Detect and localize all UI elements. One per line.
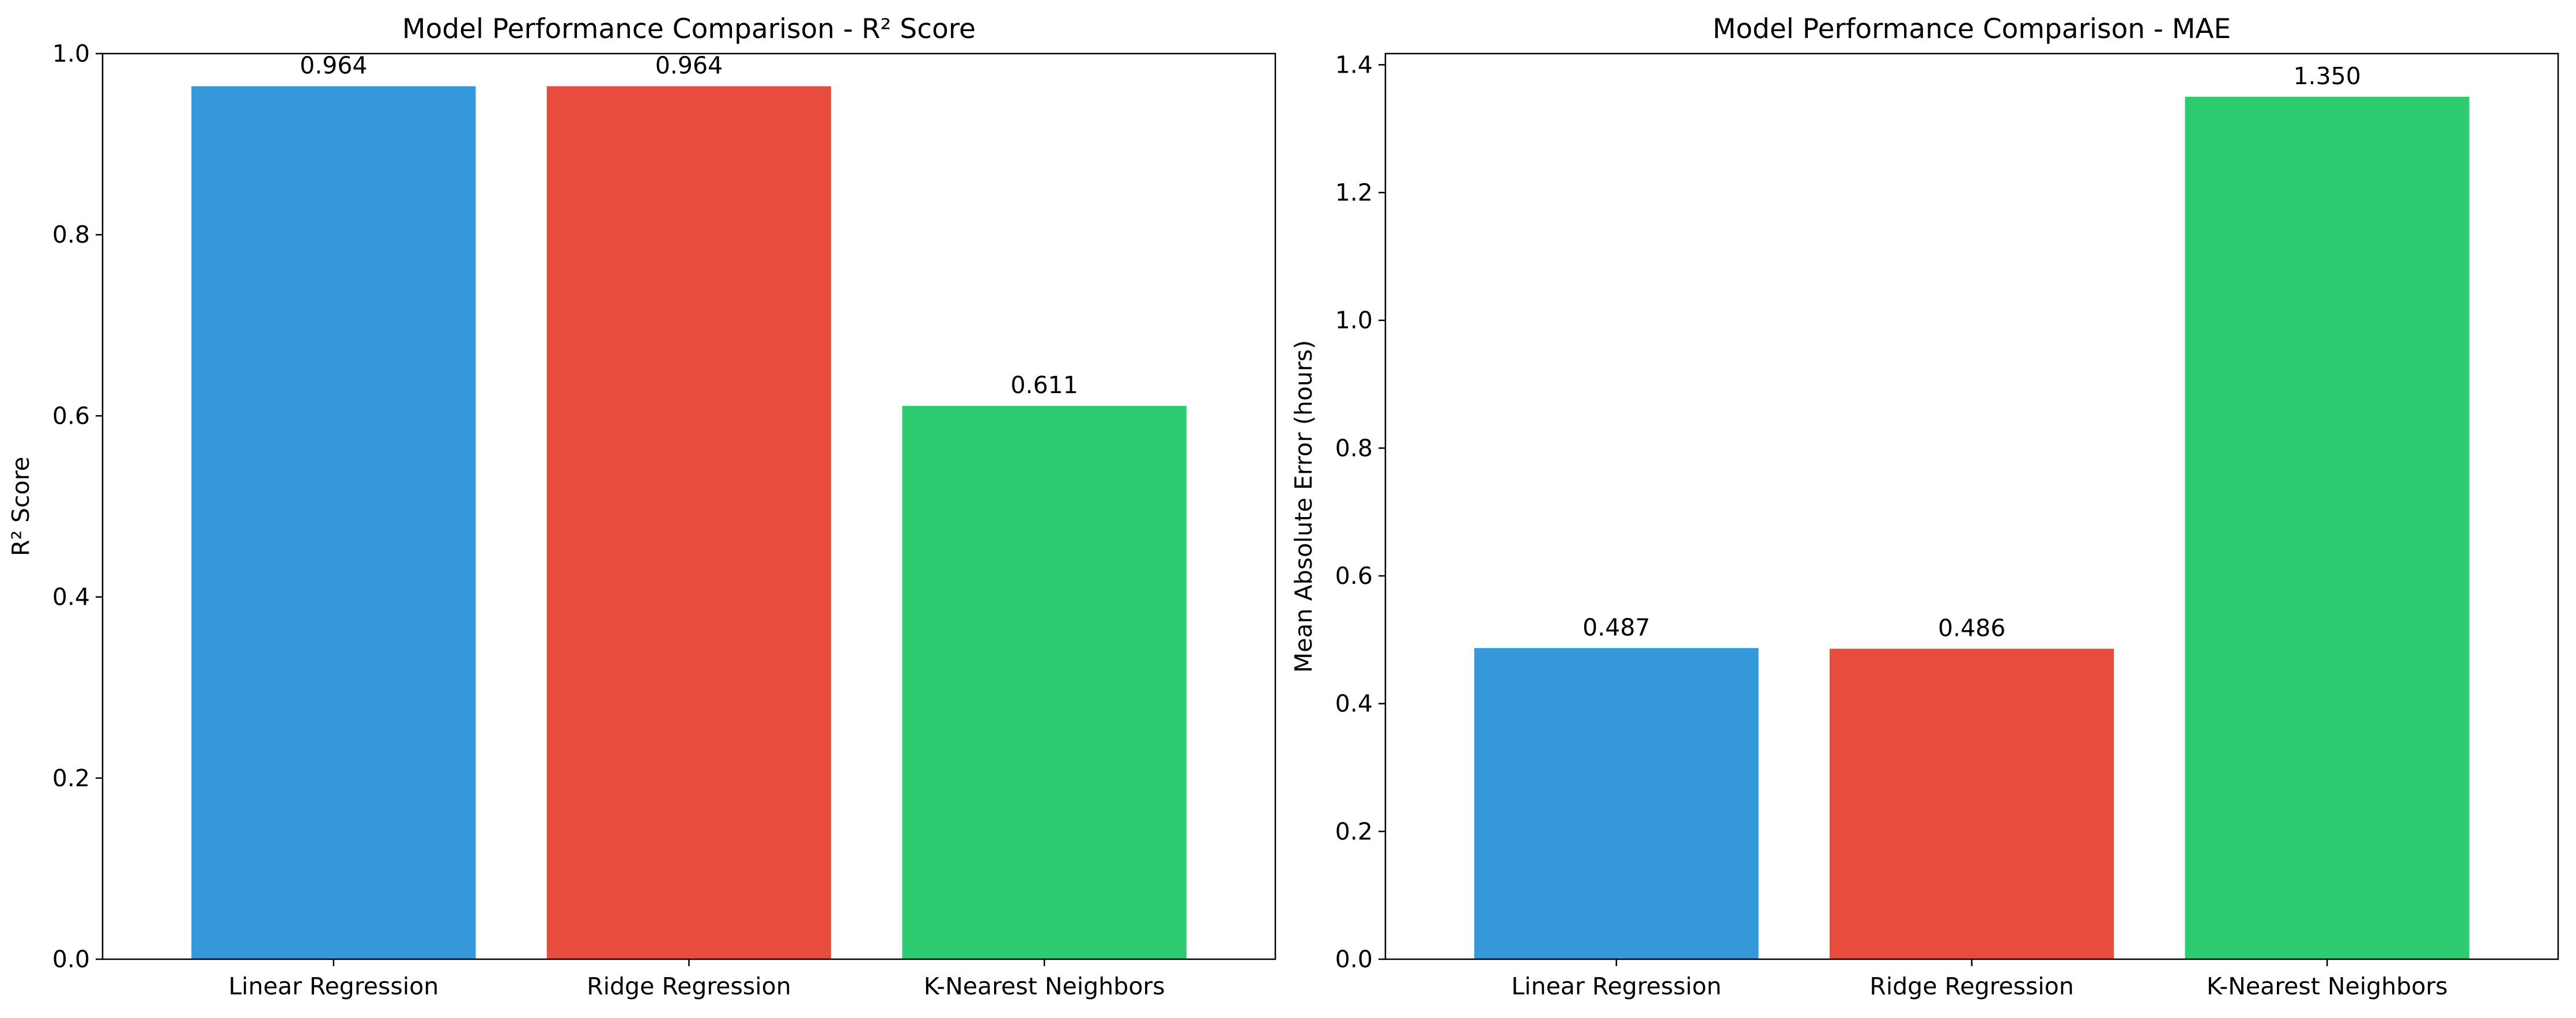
- mae-bar-3: [2185, 96, 2469, 959]
- mae-chart-title: Model Performance Comparison - MAE: [1713, 13, 2231, 45]
- mae-bar-1: [1474, 648, 1759, 959]
- mae-y-axis-label: Mean Absolute Error (hours): [1290, 340, 1317, 673]
- r2-y-tick-label: 0.6: [52, 402, 90, 429]
- mae-y-tick-label: 1.0: [1335, 307, 1373, 334]
- r2-x-tick-label: Ridge Regression: [587, 972, 791, 1000]
- mae-y-tick-label: 1.2: [1335, 179, 1373, 206]
- r2-y-tick-label: 0.4: [52, 583, 90, 611]
- r2-y-tick-label: 0.0: [52, 945, 90, 973]
- mae-x-tick-label: Ridge Regression: [1869, 972, 2073, 1000]
- mae-x-tick-label: Linear Regression: [1511, 972, 1721, 1000]
- mae-bar-2: [1829, 648, 2114, 959]
- mae-y-tick-label: 0.8: [1335, 434, 1373, 462]
- r2-bar-1: [191, 86, 476, 959]
- mae-y-tick-label: 0.0: [1335, 945, 1373, 973]
- r2-x-tick-label: K-Nearest Neighbors: [924, 972, 1165, 1000]
- r2-y-axis-label: R² Score: [7, 457, 35, 556]
- mae-plot-frame: [1384, 52, 2559, 960]
- r2-bar-value-label: 0.611: [1010, 371, 1078, 399]
- mae-bar-value-label: 0.487: [1582, 613, 1650, 641]
- mae-bar-value-label: 0.486: [1938, 614, 2005, 642]
- mae-chart: Model Performance Comparison - MAE Mean A…: [1290, 13, 2559, 1000]
- mae-x-tick-label: K-Nearest Neighbors: [2207, 972, 2448, 1000]
- r2-score-chart: Model Performance Comparison - R² Score R…: [7, 13, 1276, 1000]
- r2-bar-3: [902, 406, 1187, 959]
- mae-y-tick-label: 0.2: [1335, 817, 1373, 845]
- mae-bar-value-label: 1.350: [2293, 62, 2360, 90]
- r2-bar-value-label: 0.964: [655, 52, 723, 80]
- r2-bar-2: [546, 86, 832, 959]
- mae-y-tick-label: 0.4: [1335, 690, 1373, 718]
- mae-y-tick-label: 1.4: [1335, 51, 1373, 78]
- r2-chart-title: Model Performance Comparison - R² Score: [402, 13, 976, 45]
- r2-bar-value-label: 0.964: [300, 52, 367, 80]
- r2-y-tick-label: 1.0: [52, 40, 90, 67]
- r2-x-tick-label: Linear Regression: [228, 972, 439, 1000]
- r2-plot-frame: [101, 52, 1276, 960]
- mae-y-tick-label: 0.6: [1335, 562, 1373, 590]
- r2-y-tick-label: 0.8: [52, 221, 90, 248]
- r2-y-tick-label: 0.2: [52, 764, 90, 792]
